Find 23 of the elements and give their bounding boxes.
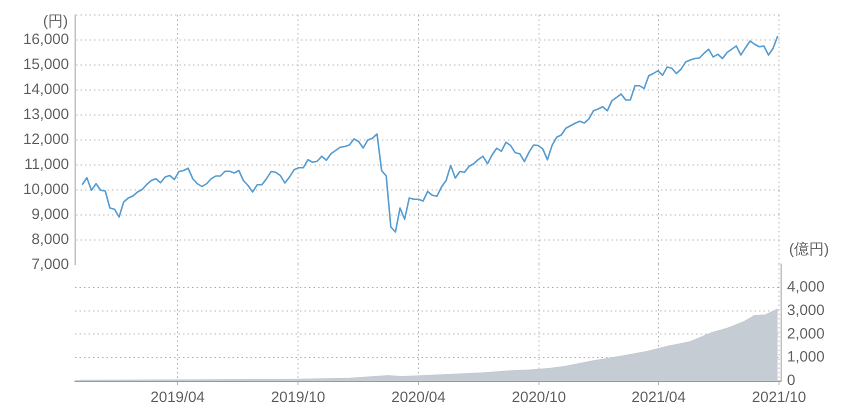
y-tick-label: 15,000 [23,56,69,74]
x-tick-label: 2019/04 [150,389,205,406]
y-tick-label: 8,000 [31,231,69,248]
y-tick-label: 13,000 [23,106,69,124]
y2-tick-label: 1,000 [787,348,825,366]
y2-axis-title: (億円) [789,241,829,258]
y-tick-label: 14,000 [23,81,69,98]
x-tick-label: 2021/10 [752,389,806,406]
y-tick-label: 12,000 [23,131,69,148]
y2-tick-label: 2,000 [787,325,825,342]
y2-tick-label: 4,000 [787,278,825,296]
y-tick-label: 7,000 [31,256,69,274]
y-tick-label: 16,000 [23,31,69,48]
y-tick-label: 11,000 [24,156,69,174]
x-tick-label: 2020/10 [512,389,566,406]
x-tick-label: 2020/04 [391,389,446,406]
x-tick-label: 2021/04 [632,389,686,406]
y2-tick-label: 3,000 [787,302,825,319]
x-tick-label: 2019/10 [270,389,326,406]
y-axis-title: (円) [43,13,68,30]
y2-tick-label: 0 [787,372,796,390]
y-tick-label: 9,000 [31,206,69,224]
y-tick-label: 10,000 [23,181,69,198]
